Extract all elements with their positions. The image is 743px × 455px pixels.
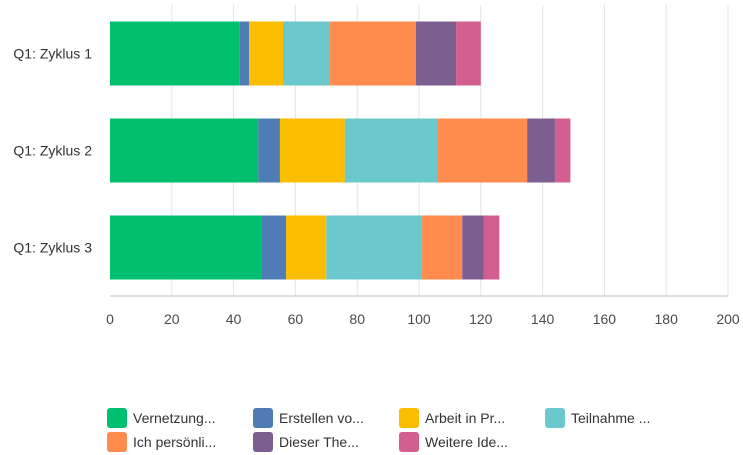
- bar-segment[interactable]: [456, 21, 481, 86]
- bar-segment[interactable]: [283, 21, 330, 86]
- legend-swatch: [253, 408, 273, 428]
- legend-swatch: [107, 432, 127, 452]
- legend-swatch: [399, 408, 419, 428]
- legend-label: Dieser The...: [279, 434, 359, 450]
- legend-label: Weitere Ide...: [425, 434, 509, 450]
- x-tick-label: 80: [349, 311, 365, 327]
- x-tick-label: 20: [164, 311, 180, 327]
- x-tick-labels: 0 20 40 60 80 100 120 140 160 180 200: [106, 311, 740, 327]
- legend-item[interactable]: Vernetzung...: [107, 408, 253, 428]
- bar-segment[interactable]: [483, 215, 500, 280]
- bar-segment[interactable]: [249, 21, 284, 86]
- legend-item[interactable]: Weitere Ide...: [399, 432, 545, 452]
- legend-label: Erstellen vo...: [279, 410, 364, 426]
- bar-segment[interactable]: [258, 118, 280, 183]
- category-labels: Q1: Zyklus 1 Q1: Zyklus 2 Q1: Zyklus 3: [13, 46, 92, 256]
- bar-segment[interactable]: [462, 215, 484, 280]
- bar-segment[interactable]: [527, 118, 555, 183]
- category-label: Q1: Zyklus 2: [13, 143, 92, 159]
- bar-segment[interactable]: [239, 21, 250, 86]
- bar-segment[interactable]: [261, 215, 287, 280]
- bar-segment[interactable]: [422, 215, 463, 280]
- legend-item[interactable]: Arbeit in Pr...: [399, 408, 545, 428]
- x-tick-label: 120: [469, 311, 493, 327]
- bar-segment[interactable]: [286, 215, 327, 280]
- legend-swatch: [399, 432, 419, 452]
- legend-swatch: [253, 432, 273, 452]
- bar-segment[interactable]: [326, 215, 423, 280]
- legend-swatch: [107, 408, 127, 428]
- bar-segment[interactable]: [554, 118, 571, 183]
- bar-segment[interactable]: [437, 118, 528, 183]
- x-tick-label: 60: [288, 311, 304, 327]
- x-tick-label: 100: [407, 311, 431, 327]
- bar-segment[interactable]: [415, 21, 457, 86]
- legend-item[interactable]: Teilnahme ...: [545, 408, 691, 428]
- bars: [110, 21, 571, 280]
- bar-segment[interactable]: [110, 118, 259, 183]
- legend-item[interactable]: Erstellen vo...: [253, 408, 399, 428]
- bar-segment[interactable]: [329, 21, 416, 86]
- legend-item[interactable]: Dieser The...: [253, 432, 399, 452]
- legend: Vernetzung... Erstellen vo... Arbeit in Pr…: [107, 408, 707, 452]
- category-label: Q1: Zyklus 3: [13, 240, 92, 256]
- stacked-bar-chart: 0 20 40 60 80 100 120 140 160 180 200 Q1: Zyklus 1…: [13, 5, 740, 327]
- bar-segment[interactable]: [344, 118, 438, 183]
- bar-segment[interactable]: [279, 118, 345, 183]
- legend-label: Ich persönli...: [133, 434, 217, 450]
- legend-item[interactable]: Ich persönli...: [107, 432, 253, 452]
- category-label: Q1: Zyklus 1: [13, 46, 92, 62]
- x-tick-label: 180: [655, 311, 679, 327]
- legend-label: Vernetzung...: [133, 410, 216, 426]
- legend-label: Teilnahme ...: [571, 410, 651, 426]
- x-tick-label: 140: [531, 311, 555, 327]
- x-tick-label: 0: [106, 311, 114, 327]
- x-tick-label: 200: [716, 311, 740, 327]
- bar-segment[interactable]: [110, 21, 240, 86]
- x-tick-label: 160: [593, 311, 617, 327]
- legend-label: Arbeit in Pr...: [425, 410, 506, 426]
- x-tick-label: 40: [226, 311, 242, 327]
- bar-segment[interactable]: [110, 215, 262, 280]
- legend-swatch: [545, 408, 565, 428]
